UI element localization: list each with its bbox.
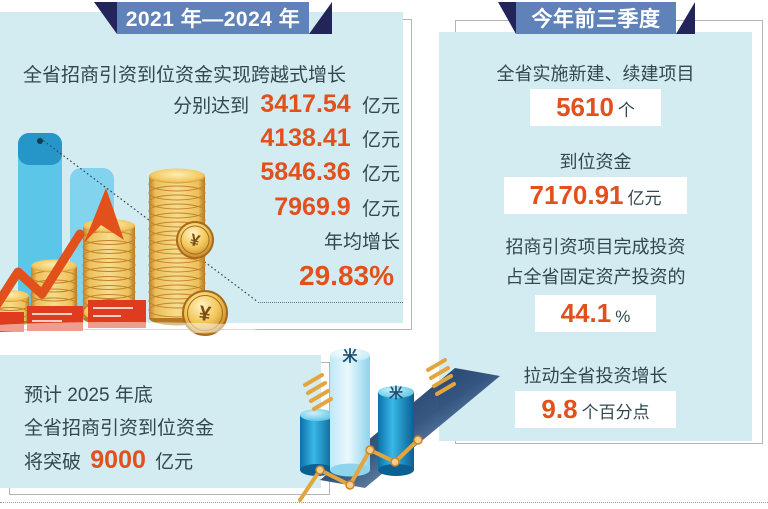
svg-text:⽶: ⽶ (389, 385, 404, 401)
svg-text:⽶: ⽶ (342, 347, 358, 365)
